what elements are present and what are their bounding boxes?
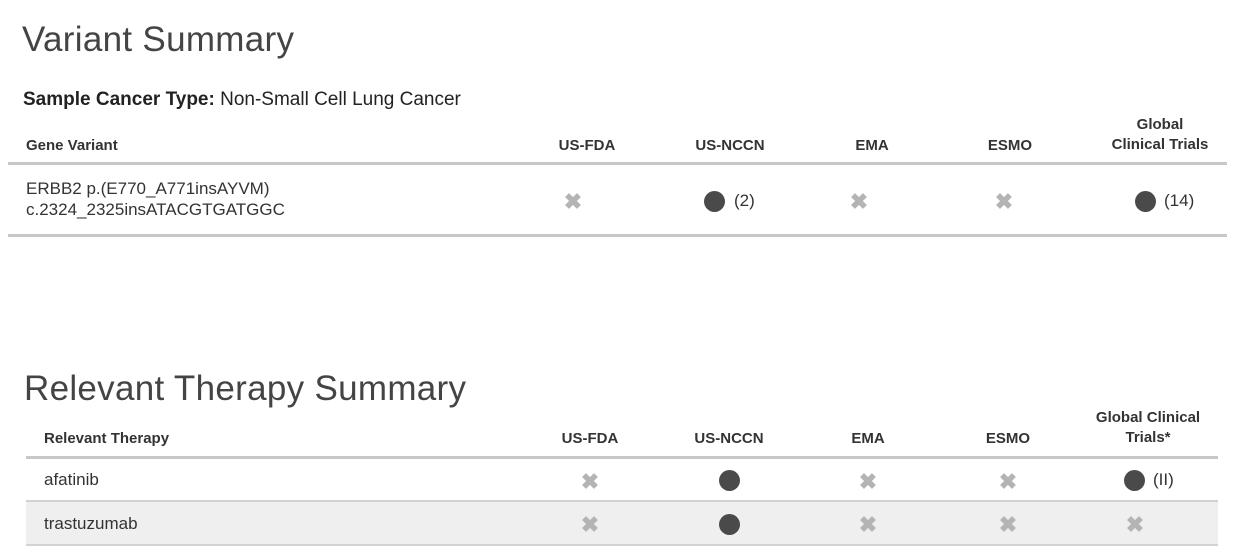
variant-cell: ERBB2 p.(E770_A771insAYVM) c.2324_2325in… xyxy=(26,178,285,220)
col-header-esmo: ESMO xyxy=(987,137,1033,154)
therapy-name: afatinib xyxy=(44,470,99,489)
col-header-us-nccn: US-NCCN xyxy=(694,430,764,447)
us-nccn-count: (2) xyxy=(734,191,755,210)
col-header-relevant-therapy: Relevant Therapy xyxy=(44,430,170,447)
x-mark-icon: ✖ xyxy=(580,469,600,494)
shaded-row-background xyxy=(26,502,1218,544)
table-bottom-divider xyxy=(26,544,1218,546)
col-header-global-trials: Global Clinical Trials* xyxy=(1080,408,1216,448)
row-divider xyxy=(26,500,1218,502)
filled-circle-icon xyxy=(704,191,725,212)
x-mark-icon: ✖ xyxy=(998,512,1018,537)
x-mark-icon: ✖ xyxy=(998,469,1018,494)
cancer-type-label: Sample Cancer Type: xyxy=(23,89,215,110)
col-header-us-fda: US-FDA xyxy=(561,430,619,447)
x-mark-icon: ✖ xyxy=(849,189,869,214)
therapy-summary-title: Relevant Therapy Summary xyxy=(24,369,467,408)
col-header-gene-variant: Gene Variant xyxy=(26,137,118,154)
filled-circle-icon xyxy=(1124,470,1145,491)
col-header-esmo: ESMO xyxy=(985,430,1031,447)
col-header-ema: EMA xyxy=(855,137,889,154)
variant-protein-change: ERBB2 p.(E770_A771insAYVM) xyxy=(26,179,270,198)
therapy-name: trastuzumab xyxy=(44,514,138,533)
x-mark-icon: ✖ xyxy=(858,512,878,537)
col-header-us-nccn: US-NCCN xyxy=(695,137,765,154)
col-header-us-fda: US-FDA xyxy=(558,137,616,154)
variant-coding-change: c.2324_2325insATACGTGATGGC xyxy=(26,200,285,219)
col-header-global-trials-line2: Clinical Trials xyxy=(1111,136,1209,153)
col-header-global-trials-line1: Global xyxy=(1136,116,1184,133)
filled-circle-icon xyxy=(719,514,740,535)
x-mark-icon: ✖ xyxy=(1125,512,1145,537)
cancer-type-value: Non-Small Cell Lung Cancer xyxy=(220,89,461,110)
col-header-global-trials-line1: Global Clinical xyxy=(1095,409,1201,426)
x-mark-icon: ✖ xyxy=(580,512,600,537)
filled-circle-icon xyxy=(719,470,740,491)
variant-bottom-divider xyxy=(8,234,1227,237)
global-trials-count: (14) xyxy=(1164,191,1195,210)
x-mark-icon: ✖ xyxy=(563,189,583,214)
sample-cancer-type: Sample Cancer Type: Non-Small Cell Lung … xyxy=(23,89,461,111)
variant-header-divider xyxy=(8,162,1227,165)
col-header-global-trials: Global Clinical Trials xyxy=(1095,115,1225,155)
col-header-ema: EMA xyxy=(851,430,885,447)
x-mark-icon: ✖ xyxy=(994,189,1014,214)
x-mark-icon: ✖ xyxy=(858,469,878,494)
therapy-header-divider xyxy=(26,456,1218,459)
col-header-global-trials-line2: Trials* xyxy=(1125,429,1171,446)
global-trials-count: (II) xyxy=(1153,470,1174,489)
variant-summary-title: Variant Summary xyxy=(22,20,295,59)
filled-circle-icon xyxy=(1135,191,1156,212)
